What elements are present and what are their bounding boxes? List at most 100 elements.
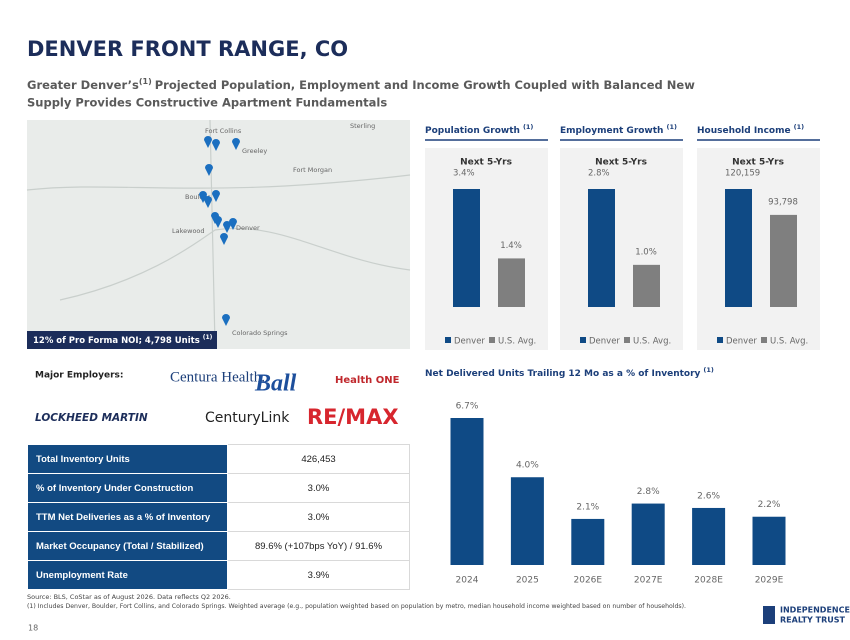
map-caption-box (27, 331, 217, 349)
table-label: TTM Net Deliveries as a % of Inventory (27, 502, 228, 532)
bar (692, 507, 726, 565)
footer-source: Source: BLS, CoStar as of August 2026. D… (27, 593, 231, 601)
chart-title-note: (1) (794, 123, 804, 131)
legend-label: U.S. Avg. (633, 337, 671, 347)
logo-text: INDEPENDENCE (780, 606, 850, 615)
subtitle: Greater Denver’s(1) Projected Population,… (27, 77, 695, 92)
legend-swatch (489, 337, 495, 343)
map-pin (199, 191, 207, 203)
legend-label: Denver (726, 337, 757, 347)
map-label: Denver (236, 224, 260, 232)
map-pin (212, 139, 220, 151)
table-row: Market Occupancy (Total / Stabilized) 89.… (27, 531, 410, 561)
map-label: Boulder (185, 193, 210, 201)
table-row: TTM Net Deliveries as a % of Inventory 3.… (27, 502, 410, 532)
bar (752, 516, 786, 565)
map-pin (204, 136, 212, 148)
page-number: 18 (28, 624, 38, 633)
chart-subtitle: Next 5-Yrs (460, 158, 512, 168)
chart-title: Employment Growth (1) (560, 123, 677, 136)
legend-swatch (624, 337, 630, 343)
map-label: Sterling (350, 122, 375, 130)
table-row: Unemployment Rate 3.9% (27, 560, 410, 590)
map-pin (204, 196, 212, 208)
map-roads (26, 119, 411, 346)
map-pin (223, 221, 231, 233)
chart-subtitle: Next 5-Yrs (595, 158, 647, 168)
table-label: % of Inventory Under Construction (27, 473, 228, 503)
value-label: 1.0% (635, 247, 657, 257)
map-label: Colorado Springs (232, 329, 288, 337)
x-tick-label: 2026E (574, 576, 603, 586)
chart-title-text: Household Income (697, 126, 791, 136)
employer-logo: Ball (254, 371, 297, 397)
subtitle-line: Projected Population, Employment and Inc… (155, 78, 695, 92)
table-value: 3.0% (227, 473, 410, 503)
x-tick-label: 2028E (694, 576, 723, 586)
value-label: 2.1% (576, 502, 599, 512)
employer-logo: Health ONE (335, 375, 400, 386)
table-label: Total Inventory Units (27, 444, 228, 474)
value-label: 4.0% (516, 461, 539, 471)
x-tick-label: 2027E (634, 576, 663, 586)
map-pin (229, 218, 237, 230)
map-label: Fort Collins (205, 127, 242, 135)
map-label: Lakewood (172, 227, 205, 235)
map-label: Fort Morgan (293, 166, 332, 174)
legend-swatch (445, 337, 451, 343)
map-pin (205, 164, 213, 176)
table-row: % of Inventory Under Construction 3.0% (27, 473, 410, 503)
bar (510, 477, 544, 565)
map-caption-note: (1) (203, 334, 213, 341)
map-caption: 12% of Pro Forma NOI; 4,798 Units (1) (33, 334, 213, 346)
map-pin (232, 138, 240, 150)
table-row: Total Inventory Units 426,453 (27, 444, 410, 474)
bar (770, 214, 797, 307)
table-label: Unemployment Rate (27, 560, 228, 590)
map-background (27, 120, 410, 349)
legend-swatch (717, 337, 723, 343)
map-label: Greeley (242, 147, 267, 155)
employer-logo: RE/MAX (307, 405, 399, 429)
chart-panel (560, 148, 683, 350)
table-value: 3.9% (227, 560, 410, 590)
chart-title: Population Growth (1) (425, 123, 533, 136)
chart-title-text: Employment Growth (560, 126, 663, 136)
legend-label: Denver (454, 337, 485, 347)
x-tick-label: 2029E (755, 576, 784, 586)
value-label: 6.7% (456, 402, 479, 412)
legend-label: U.S. Avg. (498, 337, 536, 347)
map-pin (220, 233, 228, 245)
chart-title: Household Income (1) (697, 123, 804, 136)
employer-logo: Centura Health. (170, 369, 265, 385)
chart-title-note: (1) (523, 123, 533, 131)
chart-title-note: (1) (666, 123, 676, 131)
value-label: 2.8% (637, 487, 660, 497)
logo-text: REALTY TRUST (780, 616, 846, 625)
bar (725, 189, 752, 307)
value-label: 2.8% (588, 169, 610, 179)
bar (588, 189, 615, 307)
table-value: 3.0% (227, 502, 410, 532)
chart-title-text: Net Delivered Units Trailing 12 Mo as a … (425, 369, 701, 379)
x-tick-label: 2024 (456, 576, 479, 586)
chart-title-text: Population Growth (425, 126, 520, 136)
map-pin (214, 216, 222, 228)
x-tick-label: 2025 (516, 576, 539, 586)
bar (453, 189, 480, 307)
chart-title: Net Delivered Units Trailing 12 Mo as a … (425, 366, 714, 379)
subtitle-lead: Greater Denver’s (27, 78, 139, 92)
footer-note: (1) Includes Denver, Boulder, Fort Colli… (27, 603, 686, 610)
logo-mark (763, 606, 775, 624)
bar (450, 418, 484, 565)
map-caption-text: 12% of Pro Forma NOI; 4,798 Units (33, 336, 200, 346)
chart-title-note: (1) (703, 366, 713, 374)
value-label: 2.6% (697, 491, 720, 501)
value-label: 2.2% (758, 500, 781, 510)
legend-label: U.S. Avg. (770, 337, 808, 347)
bar (631, 503, 665, 565)
table-value: 426,453 (227, 444, 410, 474)
bar (571, 518, 605, 565)
